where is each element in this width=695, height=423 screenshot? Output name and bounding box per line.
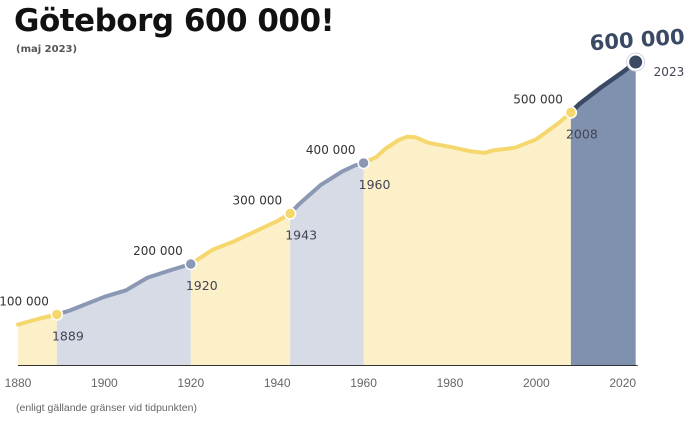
x-axis-ticks: 1880 1900 1920 1940 1960 1980 2000 2020 — [5, 376, 637, 390]
milestone-year-1960: 1960 — [359, 177, 391, 192]
chart-title: Göteborg 600 000! — [14, 3, 335, 39]
band-area-1920-1943 — [190, 213, 291, 365]
x-tick-label-2020: 2020 — [609, 376, 636, 390]
milestone-year-2023: 2023 — [654, 65, 685, 79]
chart-footnote: (enligt gällande gränser vid tidpunkten) — [16, 402, 197, 414]
milestone-year-1920: 1920 — [186, 278, 218, 293]
period-bands — [18, 62, 636, 365]
milestone-value-1889: 100 000 — [0, 295, 49, 309]
x-tick-label-1980: 1980 — [437, 376, 464, 390]
milestone-year-1889: 1889 — [52, 329, 84, 344]
chart-subtitle: (maj 2023) — [16, 44, 78, 55]
x-tick-label-1880: 1880 — [5, 376, 32, 390]
band-area-1943-1960 — [290, 163, 364, 365]
line-segment-1943-1960 — [288, 161, 366, 216]
milestone-value-1960: 400 000 — [306, 143, 356, 157]
population-line — [16, 59, 638, 327]
line-segment-1889-1920 — [54, 262, 193, 317]
line-segment-1920-1943 — [188, 211, 293, 266]
x-tick-label-2000: 2000 — [523, 376, 550, 390]
milestone-dot-1960 — [357, 156, 370, 170]
x-tick-label-1940: 1940 — [264, 376, 291, 390]
milestone-dot-2008 — [564, 106, 578, 119]
milestone-dot-1889 — [50, 308, 64, 321]
milestone-markers: 100 000 1889 200 000 1920 300 000 1943 400 000… — [0, 25, 685, 344]
milestone-value-1943: 300 000 — [233, 194, 283, 208]
milestone-value-1920: 200 000 — [133, 244, 183, 258]
x-tick-label-1920: 1920 — [177, 376, 204, 390]
milestone-value-2008: 500 000 — [513, 93, 563, 107]
band-area-2008-2023 — [570, 62, 636, 365]
band-area-1889-1920 — [56, 264, 191, 365]
line-segment-1960-2008 — [361, 110, 573, 165]
milestone-year-2008: 2008 — [566, 127, 598, 142]
x-tick-label-1960: 1960 — [350, 376, 377, 390]
milestone-dot-1943 — [283, 207, 297, 220]
band-area-1880-1889 — [18, 314, 57, 365]
line-segment-2008-2023 — [568, 59, 638, 115]
milestone-dot-2023 — [629, 55, 643, 69]
milestone-year-1943: 1943 — [285, 228, 317, 243]
milestone-value-2023: 600 000 — [589, 25, 685, 56]
x-tick-label-1900: 1900 — [91, 376, 118, 390]
milestone-dot-1920 — [184, 257, 198, 271]
band-area-1960-2008 — [363, 112, 571, 365]
